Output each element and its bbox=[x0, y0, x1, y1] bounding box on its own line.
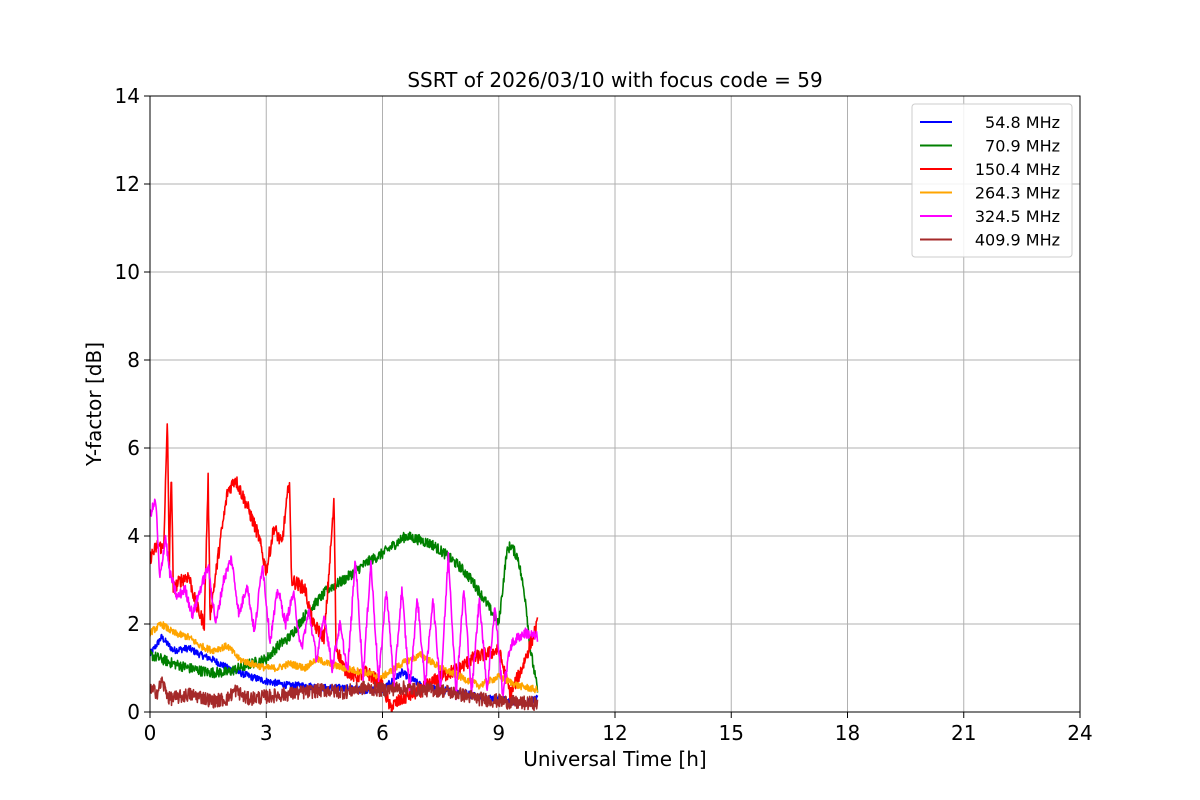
legend-box bbox=[911, 103, 1073, 258]
legend-label-3: 150.4 MHz bbox=[975, 160, 1060, 179]
legend-label-6: 409.9 MHz bbox=[975, 231, 1060, 250]
x-tick-label: 0 bbox=[144, 721, 157, 745]
legend: 54.8 MHz 70.9 MHz 150.4 MHz 264.3 MHz 324.5 … bbox=[911, 103, 1073, 258]
y-tick-label: 12 bbox=[115, 172, 140, 196]
y-tick-label: 4 bbox=[127, 524, 140, 548]
x-tick-label: 6 bbox=[376, 721, 389, 745]
series-line-5 bbox=[150, 498, 539, 701]
x-tick-label: 21 bbox=[951, 721, 976, 745]
legend-label-5: 324.5 MHz bbox=[975, 207, 1060, 226]
x-tick-label: 24 bbox=[1067, 721, 1092, 745]
y-tick-label: 6 bbox=[127, 436, 140, 460]
y-tick-label: 8 bbox=[127, 348, 140, 372]
y-axis-ticks: 0 2 4 6 8 10 12 14 bbox=[115, 84, 150, 724]
y-tick-label: 10 bbox=[115, 260, 140, 284]
legend-label-1: 54.8 MHz bbox=[985, 113, 1060, 132]
x-axis-label: Universal Time [h] bbox=[523, 747, 706, 771]
legend-label-4: 264.3 MHz bbox=[975, 184, 1060, 203]
series-line-6 bbox=[150, 676, 539, 712]
y-tick-label: 0 bbox=[127, 700, 140, 724]
series-line-2 bbox=[150, 531, 539, 693]
y-tick-label: 2 bbox=[127, 612, 140, 636]
x-tick-label: 9 bbox=[492, 721, 505, 745]
y-tick-label: 14 bbox=[115, 84, 140, 108]
x-tick-label: 18 bbox=[835, 721, 860, 745]
series-line-3 bbox=[150, 423, 539, 712]
y-axis-label: Y-factor [dB] bbox=[82, 342, 106, 467]
series-lines bbox=[150, 423, 539, 712]
chart-title: SSRT of 2026/03/10 with focus code = 59 bbox=[407, 68, 822, 92]
x-axis-ticks: 0 3 6 9 12 15 18 21 24 bbox=[144, 712, 1093, 745]
x-tick-label: 12 bbox=[602, 721, 627, 745]
x-tick-label: 3 bbox=[260, 721, 273, 745]
legend-label-2: 70.9 MHz bbox=[985, 137, 1060, 156]
x-tick-label: 15 bbox=[719, 721, 744, 745]
